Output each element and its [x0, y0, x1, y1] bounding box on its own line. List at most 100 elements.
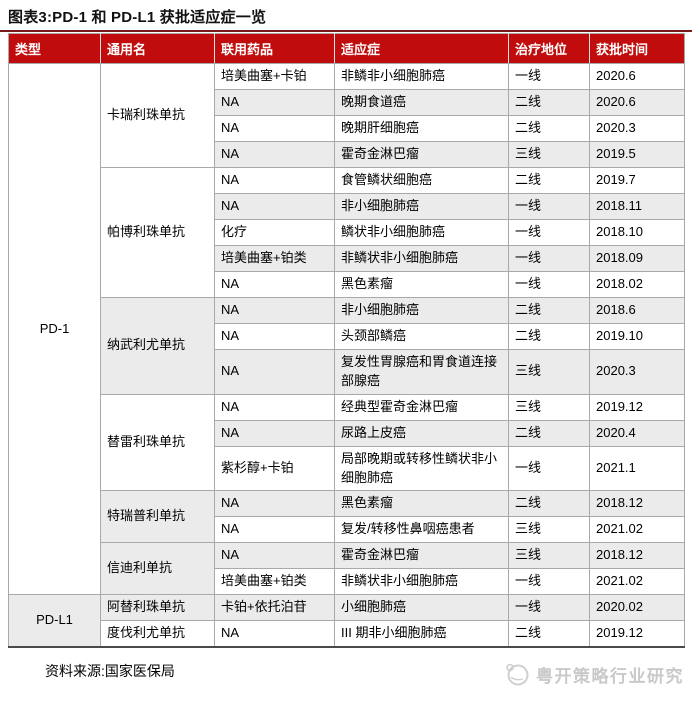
treatment-line-cell: 二线: [508, 297, 590, 324]
drug-name-cell: 阿替利珠单抗: [100, 594, 215, 622]
column-header: 通用名: [100, 33, 215, 64]
drug-name-cell: 替雷利珠单抗: [100, 393, 215, 492]
combo-drug-cell: NA: [214, 193, 335, 220]
table-row: NA 霍奇金淋巴瘤 三线 2019.5: [9, 141, 685, 168]
approval-date-cell: 2020.6: [589, 89, 685, 116]
combo-drug-cell: NA: [214, 620, 335, 648]
combo-drug-cell: NA: [214, 141, 335, 168]
drug-name-cell: 纳武利尤单抗: [100, 297, 215, 395]
approval-date-cell: 2020.3: [589, 115, 685, 142]
approval-date-cell: 2019.12: [589, 620, 685, 648]
approvals-table: 类型 通用名 联用药品 适应症 治疗地位 获批时间 PD-1 卡瑞利珠单抗 培美曲塞+卡铂 非鳞…: [8, 33, 685, 649]
combo-drug-cell: NA: [214, 393, 335, 421]
table-row: NA 黑色素瘤 一线 2018.02: [9, 271, 685, 298]
page-title: 图表3:PD-1 和 PD-L1 获批适应症一览: [8, 9, 267, 26]
indication-cell: 非鳞状非小细胞肺癌: [334, 245, 509, 272]
combo-drug-cell: NA: [214, 115, 335, 142]
approval-date-cell: 2018.02: [589, 271, 685, 298]
approval-date-cell: 2021.02: [589, 516, 685, 544]
watermark-text: 粤开策略行业研究: [536, 666, 684, 686]
combo-drug-cell: 培美曲塞+卡铂: [214, 63, 335, 90]
combo-drug-cell: 化疗: [214, 219, 335, 246]
column-header: 获批时间: [589, 33, 685, 64]
approval-date-cell: 2020.4: [589, 419, 685, 447]
approval-date-cell: 2021.1: [589, 445, 685, 492]
table-row: NA 头颈部鳞癌 二线 2019.10: [9, 323, 685, 350]
treatment-line-cell: 二线: [508, 115, 590, 142]
treatment-line-cell: 二线: [508, 323, 590, 350]
approval-date-cell: 2018.10: [589, 219, 685, 246]
indication-cell: 霍奇金淋巴瘤: [334, 141, 509, 168]
combo-drug-cell: NA: [214, 490, 335, 518]
table-row: 度伐利尤单抗 NA III 期非小细胞肺癌 二线 2019.12: [9, 620, 685, 648]
column-header: 类型: [8, 33, 101, 64]
treatment-line-cell: 三线: [508, 349, 590, 395]
watermark: 粤开策略行业研究: [504, 661, 684, 687]
treatment-line-cell: 二线: [508, 167, 590, 194]
approval-date-cell: 2019.12: [589, 393, 685, 421]
treatment-line-cell: 二线: [508, 620, 590, 648]
combo-drug-cell: NA: [214, 89, 335, 116]
column-header: 联用药品: [214, 33, 335, 64]
combo-drug-cell: NA: [214, 167, 335, 194]
table-row: 纳武利尤单抗 NA 非小细胞肺癌 二线 2018.6: [9, 297, 685, 395]
drug-name-cell: 度伐利尤单抗: [100, 620, 215, 648]
table-body: PD-1 卡瑞利珠单抗 培美曲塞+卡铂 非鳞非小细胞肺癌 一线 2020.6 NA 晚期食道癌…: [8, 62, 685, 648]
indication-cell: 晚期食道癌: [334, 89, 509, 116]
table-row: NA 尿路上皮癌 二线 2020.4: [9, 419, 685, 447]
approval-date-cell: 2019.7: [589, 167, 685, 194]
table-row: NA 非小细胞肺癌 一线 2018.11: [9, 193, 685, 220]
approval-date-cell: 2018.09: [589, 245, 685, 272]
treatment-line-cell: 一线: [508, 594, 590, 622]
treatment-line-cell: 一线: [508, 445, 590, 492]
combo-drug-cell: 培美曲塞+铂类: [214, 245, 335, 272]
treatment-line-cell: 一线: [508, 245, 590, 272]
indication-cell: 尿路上皮癌: [334, 419, 509, 447]
indication-cell: 黑色素瘤: [334, 490, 509, 518]
indication-cell: 非小细胞肺癌: [334, 297, 509, 324]
indication-cell: 食管鳞状细胞癌: [334, 167, 509, 194]
treatment-line-cell: 三线: [508, 141, 590, 168]
drug-name-cell: 信迪利单抗: [100, 542, 215, 596]
title-divider: [0, 30, 692, 32]
combo-drug-cell: NA: [214, 542, 335, 570]
combo-drug-cell: NA: [214, 297, 335, 324]
combo-drug-cell: 卡铂+依托泊苷: [214, 594, 335, 622]
approval-date-cell: 2018.6: [589, 297, 685, 324]
approval-date-cell: 2020.02: [589, 594, 685, 622]
combo-drug-cell: NA: [214, 271, 335, 298]
indication-cell: 经典型霍奇金淋巴瘤: [334, 393, 509, 421]
table-row: NA 晚期肝细胞癌 二线 2020.3: [9, 115, 685, 142]
drug-name-cell: 卡瑞利珠单抗: [100, 63, 215, 168]
table-row: NA 复发/转移性鼻咽癌患者 三线 2021.02: [9, 516, 685, 544]
approval-date-cell: 2020.3: [589, 349, 685, 395]
type-cell: PD-L1: [8, 594, 101, 648]
treatment-line-cell: 一线: [508, 271, 590, 298]
approval-date-cell: 2018.12: [589, 542, 685, 570]
indication-cell: III 期非小细胞肺癌: [334, 620, 509, 648]
indication-cell: 复发性胃腺癌和胃食道连接部腺癌: [334, 349, 509, 395]
data-source-note: 资料来源:国家医保局: [45, 663, 175, 680]
approval-date-cell: 2019.10: [589, 323, 685, 350]
indication-cell: 非鳞非小细胞肺癌: [334, 63, 509, 90]
column-header: 适应症: [334, 33, 509, 64]
treatment-line-cell: 三线: [508, 516, 590, 544]
combo-drug-cell: NA: [214, 323, 335, 350]
table-row: 帕博利珠单抗 NA 食管鳞状细胞癌 二线 2019.7: [9, 167, 685, 298]
table-row: NA 复发性胃腺癌和胃食道连接部腺癌 三线 2020.3: [9, 349, 685, 395]
indication-cell: 非小细胞肺癌: [334, 193, 509, 220]
table-row: 培美曲塞+铂类 非鳞状非小细胞肺癌 一线 2018.09: [9, 245, 685, 272]
treatment-line-cell: 三线: [508, 393, 590, 421]
globe-swirl-icon: [504, 661, 530, 687]
treatment-line-cell: 一线: [508, 219, 590, 246]
approval-date-cell: 2018.11: [589, 193, 685, 220]
table-row: PD-L1 阿替利珠单抗 卡铂+依托泊苷 小细胞肺癌 一线 2020.02: [8, 594, 685, 648]
combo-drug-cell: NA: [214, 419, 335, 447]
table-row: NA 晚期食道癌 二线 2020.6: [9, 89, 685, 116]
table-row: 信迪利单抗 NA 霍奇金淋巴瘤 三线 2018.12: [9, 542, 685, 596]
treatment-line-cell: 二线: [508, 419, 590, 447]
table-row: 化疗 鳞状非小细胞肺癌 一线 2018.10: [9, 219, 685, 246]
approval-date-cell: 2020.6: [589, 63, 685, 90]
treatment-line-cell: 一线: [508, 63, 590, 90]
combo-drug-cell: 培美曲塞+铂类: [214, 568, 335, 596]
